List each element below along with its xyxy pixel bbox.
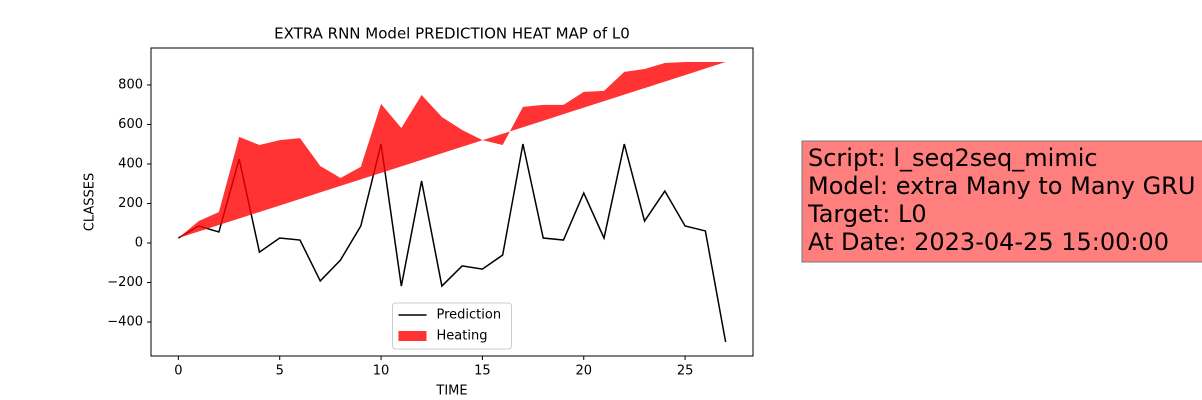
chart-title: EXTRA RNN Model PREDICTION HEAT MAP of L… bbox=[274, 25, 630, 43]
annotation-box bbox=[801, 140, 1202, 263]
legend-label: Heating bbox=[437, 329, 488, 344]
prediction-line bbox=[177, 143, 727, 343]
annotation-line: Target: L0 bbox=[807, 200, 927, 228]
legend-label: Prediction bbox=[437, 308, 502, 323]
x-tick-label: 0 bbox=[174, 364, 182, 379]
y-axis-label: CLASSES bbox=[83, 173, 98, 231]
legend-swatch bbox=[398, 331, 427, 341]
y-tick-label: 400 bbox=[118, 156, 143, 171]
x-tick-label: 5 bbox=[276, 364, 284, 379]
y-tick-label: 0 bbox=[135, 235, 143, 250]
y-tick-label: 800 bbox=[118, 77, 143, 92]
y-tick-label: 600 bbox=[118, 117, 143, 132]
y-tick-label: 200 bbox=[118, 196, 143, 211]
x-tick-label: 20 bbox=[575, 364, 592, 379]
annotation-line: Script: l_seq2seq_mimic bbox=[808, 144, 1098, 172]
x-axis-label: TIME bbox=[435, 384, 467, 399]
x-tick-label: 10 bbox=[373, 364, 390, 379]
x-tick-label: 15 bbox=[474, 364, 491, 379]
annotation-line: Model: extra Many to Many GRU bbox=[808, 172, 1195, 200]
y-tick-label: −400 bbox=[107, 315, 143, 330]
heating-area bbox=[178, 62, 726, 239]
annotation-line: At Date: 2023-04-25 15:00:00 bbox=[808, 228, 1169, 256]
y-tick-label: −200 bbox=[107, 275, 143, 290]
plot-frame bbox=[150, 47, 754, 357]
x-tick-label: 25 bbox=[677, 364, 694, 379]
